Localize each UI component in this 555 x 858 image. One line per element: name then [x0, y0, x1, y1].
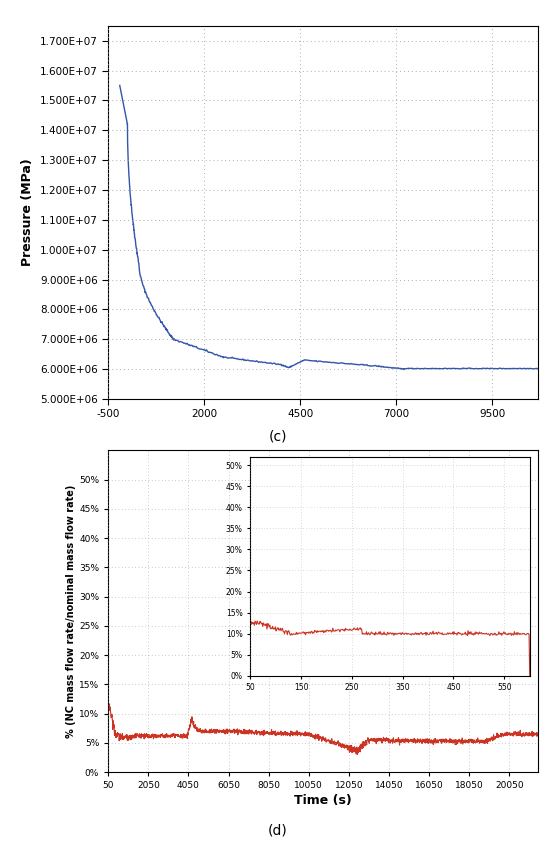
Text: (c): (c)	[268, 429, 287, 443]
Y-axis label: Pressure (MPa): Pressure (MPa)	[22, 159, 34, 266]
Y-axis label: % (NC mass flow rate/nominal mass flow rate): % (NC mass flow rate/nominal mass flow r…	[66, 485, 76, 738]
Text: (d): (d)	[268, 824, 287, 837]
X-axis label: Time (s): Time (s)	[294, 795, 352, 807]
